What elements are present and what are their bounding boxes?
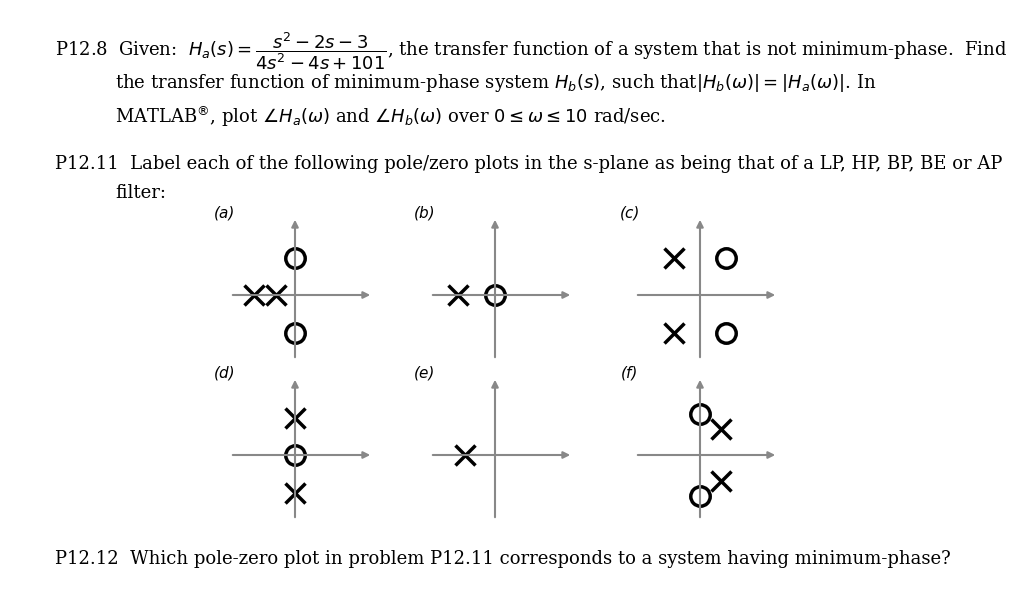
Text: (d): (d) <box>214 365 236 380</box>
Text: (f): (f) <box>622 365 639 380</box>
Text: P12.11  Label each of the following pole/zero plots in the s-plane as being that: P12.11 Label each of the following pole/… <box>55 155 1002 173</box>
Text: P12.12  Which pole-zero plot in problem P12.11 corresponds to a system having mi: P12.12 Which pole-zero plot in problem P… <box>55 550 950 568</box>
Text: filter:: filter: <box>115 184 166 202</box>
Text: MATLAB$^\circledR$, plot $\angle H_a(\omega)$ and $\angle H_b(\omega)$ over $0 \: MATLAB$^\circledR$, plot $\angle H_a(\om… <box>115 104 666 129</box>
Text: P12.8  Given:  $H_a(s) = \dfrac{s^2-2s-3}{4s^2-4s+101}$, the transfer function o: P12.8 Given: $H_a(s) = \dfrac{s^2-2s-3}{… <box>55 30 1008 72</box>
Text: (b): (b) <box>414 205 436 220</box>
Text: (e): (e) <box>415 365 435 380</box>
Text: (c): (c) <box>620 205 640 220</box>
Text: the transfer function of minimum-phase system $H_b(s)$, such that$|H_b(\omega)| : the transfer function of minimum-phase s… <box>115 72 877 94</box>
Text: (a): (a) <box>214 205 236 220</box>
